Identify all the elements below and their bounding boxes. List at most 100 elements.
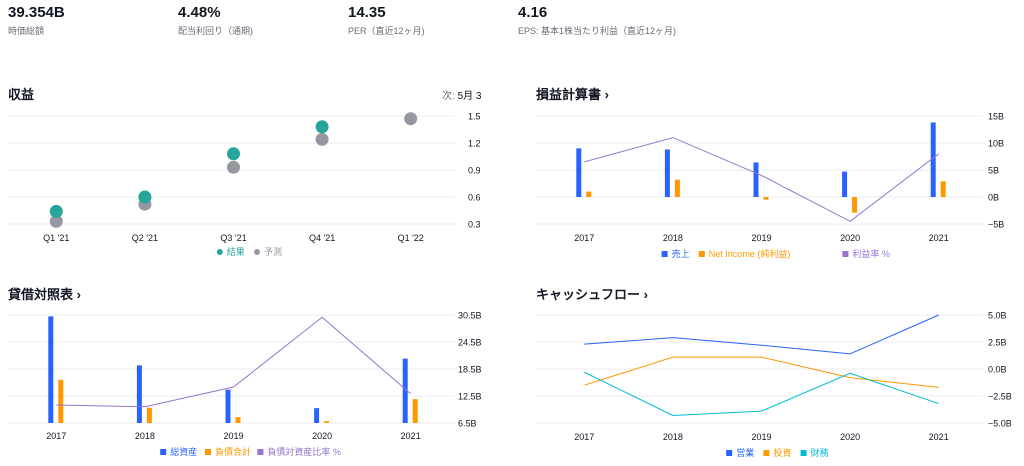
balance-sheet-link[interactable]: 貸借対照表 › [8, 287, 81, 302]
x-tick-label: 2019 [751, 432, 771, 442]
series-line-0 [584, 314, 939, 355]
cash-flow-link[interactable]: キャッシュフロー › [536, 287, 648, 302]
y-tick-label: 0B [988, 193, 999, 203]
y-tick-label: 12.5B [458, 392, 482, 402]
x-tick-label: Q3 '21 [220, 233, 246, 243]
legend-marker [661, 251, 668, 257]
bar-primary [930, 122, 936, 197]
legend-marker [800, 450, 807, 456]
bar-secondary [940, 181, 946, 197]
legend-label: 財務 [811, 447, 829, 458]
eps-label: EPS: 基本1株当たり利益（直近12ヶ月) [518, 26, 677, 36]
x-tick-label: 2021 [401, 431, 421, 441]
stat-eps: 4.16 EPS: 基本1株当たり利益（直近12ヶ月) [518, 4, 678, 37]
x-tick-label: 2021 [929, 432, 949, 442]
bar-primary [402, 358, 408, 423]
ratio-line [584, 137, 940, 222]
bar-primary [136, 365, 142, 423]
y-tick-label: −2.5B [988, 392, 1012, 402]
x-tick-label: 2020 [312, 431, 332, 441]
market-cap-value: 39.354B [8, 4, 65, 21]
x-tick-label: 2021 [929, 233, 949, 243]
legend-label: 利益率 % [852, 248, 890, 259]
y-tick-label: 2.5B [988, 338, 1007, 348]
y-tick-label: 10B [988, 139, 1004, 149]
market-cap-label: 時価総額 [8, 26, 45, 36]
x-tick-label: 2019 [223, 431, 243, 441]
balance-sheet-chart: 30.5B 24.5B 18.5B 12.5B 6.5B 2017 2018 2019 2020… [8, 311, 482, 457]
actual-point [227, 147, 240, 161]
earnings-title: 収益 [8, 87, 35, 102]
x-tick-label: 2018 [663, 233, 683, 243]
bar-primary [664, 149, 670, 197]
y-tick-label: 0.3 [468, 220, 481, 230]
legend-marker [216, 249, 223, 255]
legend-marker [257, 449, 264, 455]
y-tick-label: 18.5B [458, 365, 482, 375]
y-tick-label: 6.5B [458, 419, 477, 429]
legend-label: 結果 [227, 246, 245, 257]
per-value: 14.35 [348, 4, 386, 21]
y-tick-label: 0.0B [988, 365, 1007, 375]
bar-secondary [235, 417, 241, 423]
bar-secondary [146, 407, 152, 423]
estimate-point [227, 160, 240, 174]
bar-secondary [586, 191, 592, 197]
y-tick-label: 24.5B [458, 338, 482, 348]
stat-dividend-yield: 4.48% 配当利回り（通期) [178, 4, 253, 37]
estimate-point [404, 112, 418, 126]
y-tick-label: 1.5 [468, 112, 481, 122]
actual-point [138, 190, 152, 204]
x-tick-label: 2017 [574, 233, 594, 243]
legend-label: 総資産 [170, 446, 197, 457]
legend-label: Net Income (純利益) [709, 248, 791, 259]
per-label: PER（直近12ヶ月) [348, 26, 425, 36]
bar-primary [842, 171, 848, 197]
legend-label: 投資 [773, 447, 791, 458]
legend-label: 負債対資産比率 % [267, 446, 341, 457]
ratio-line [56, 316, 412, 408]
bar-primary [753, 162, 759, 197]
bar-secondary [852, 197, 858, 213]
legend-marker [763, 450, 770, 456]
x-tick-label: 2018 [663, 432, 683, 442]
x-tick-label: 2019 [751, 233, 771, 243]
y-tick-label: 0.6 [468, 193, 481, 203]
dividend-yield-value: 4.48% [178, 4, 221, 21]
legend-marker [698, 251, 705, 257]
y-tick-label: 5B [988, 166, 999, 176]
actual-point [315, 120, 329, 134]
income-statement-chart: 15B 10B 5B 0B −5B 2017 2018 2019 2020 2021 売上 Net I… [536, 112, 1004, 259]
income-statement-link[interactable]: 損益計算書 › [536, 87, 609, 102]
estimate-point [315, 132, 329, 146]
x-tick-label: 2018 [135, 431, 155, 441]
bar-primary [576, 148, 582, 197]
y-tick-label: −5.0B [988, 419, 1012, 429]
next-label: 次: [442, 91, 455, 102]
legend-label: 営業 [736, 447, 754, 458]
earnings-chart: 1.5 1.2 0.9 0.6 0.3 Q1 '21 Q2 '21 Q3 '21 Q4 '21 Q… [8, 112, 481, 257]
next-date: 5月 3 [457, 91, 482, 102]
earnings-next: 次: 5月 3 [442, 87, 481, 102]
legend-marker [254, 249, 260, 255]
legend-marker [160, 449, 167, 455]
dividend-yield-label: 配当利回り（通期) [178, 26, 253, 36]
series-line-1 [584, 356, 939, 388]
x-tick-label: 2020 [840, 432, 860, 442]
bar-primary [314, 408, 320, 423]
legend-marker [726, 450, 733, 456]
cash-flow-chart: 5.0B 2.5B 0.0B −2.5B −5.0B 2017 2018 2019 2020 20… [536, 311, 1012, 458]
x-tick-label: 2017 [574, 432, 594, 442]
bar-secondary [674, 179, 680, 197]
bar-secondary [324, 421, 330, 423]
x-tick-label: Q1 '21 [43, 233, 69, 243]
y-tick-label: 0.9 [468, 166, 481, 176]
y-tick-label: −5B [988, 220, 1004, 230]
bar-primary [225, 389, 231, 423]
actual-point [49, 204, 63, 218]
legend-label: 負債合計 [215, 446, 251, 457]
legend-marker [205, 449, 211, 455]
y-tick-label: 30.5B [458, 311, 482, 321]
legend-label: 売上 [672, 248, 690, 259]
x-tick-label: 2017 [46, 431, 66, 441]
